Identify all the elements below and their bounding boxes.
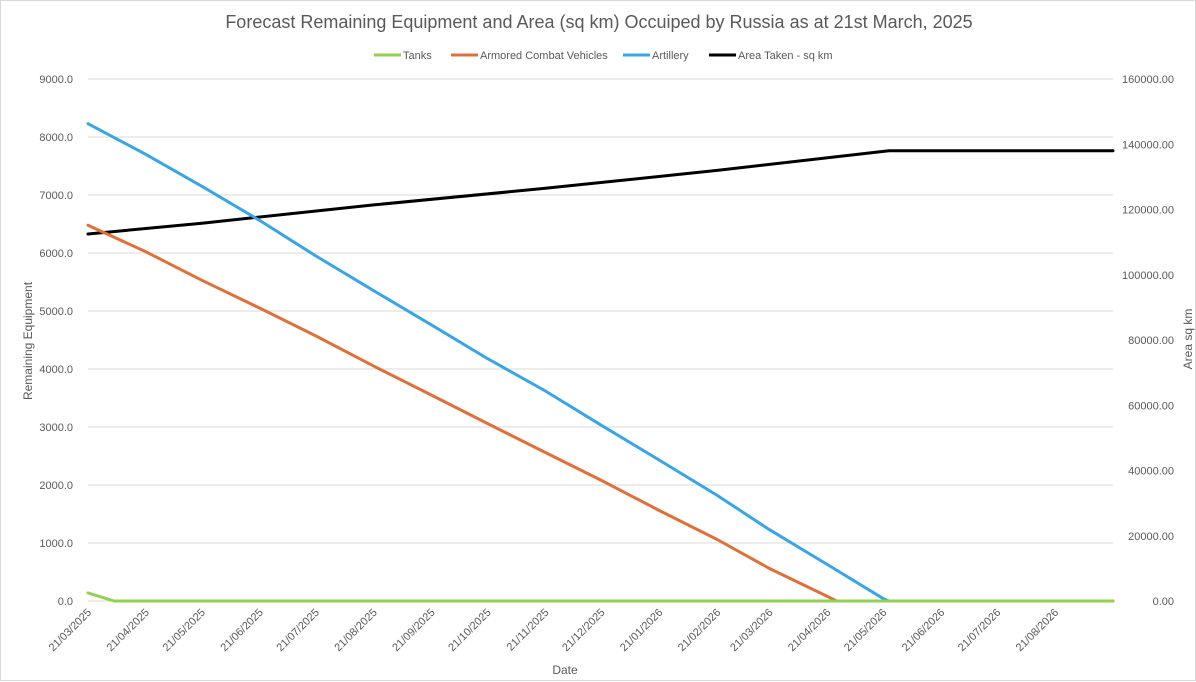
x-tick-label: 21/04/2025: [105, 607, 152, 654]
x-tick-label: 21/11/2025: [505, 607, 552, 654]
y2-axis-label: Area sq km: [1181, 309, 1195, 370]
y2-tick-label: 0.00: [1153, 596, 1174, 608]
x-tick-label: 21/06/2025: [218, 607, 265, 654]
x-tick-label: 21/09/2025: [390, 607, 437, 654]
x-axis-ticks: 21/03/2025 21/04/2025 21/05/2025 21/06/2025…: [47, 607, 1062, 654]
y-tick-label: 9000.0: [39, 74, 73, 86]
x-tick-label: 21/07/2026: [956, 607, 1003, 654]
y-axis-ticks: 0.0 1000.0 2000.0 3000.0 4000.0 5000.0 6000.0 7…: [39, 74, 73, 608]
legend-item: Artillery: [623, 50, 689, 62]
y-tick-label: 0.0: [58, 596, 73, 608]
y2-tick-label: 160000.00: [1122, 74, 1174, 86]
x-tick-label: 21/05/2026: [842, 607, 889, 654]
legend-item: Area Taken - sq km: [709, 50, 833, 62]
x-tick-label: 21/07/2025: [274, 607, 321, 654]
legend-label: Tanks: [403, 50, 432, 62]
y-tick-label: 6000.0: [39, 248, 73, 260]
series-layer: [86, 122, 1115, 603]
y2-tick-label: 60000.00: [1128, 400, 1174, 412]
y2-tick-label: 100000.00: [1122, 270, 1174, 282]
x-axis-label: Date: [552, 663, 578, 677]
x-tick-label: 21/10/2025: [446, 607, 493, 654]
y-tick-label: 5000.0: [39, 306, 73, 318]
legend-label: Armored Combat Vehicles: [480, 50, 608, 62]
y-tick-label: 3000.0: [39, 422, 73, 434]
y-tick-label: 2000.0: [39, 480, 73, 492]
y-tick-label: 1000.0: [39, 538, 73, 550]
x-tick-label: 21/08/2026: [1014, 607, 1061, 654]
x-tick-label: 21/08/2025: [332, 607, 379, 654]
series-line-tanks: [86, 591, 1115, 603]
y-axis-label: Remaining Equipment: [21, 281, 35, 400]
x-tick-label: 21/04/2026: [786, 607, 833, 654]
x-tick-label: 21/05/2025: [161, 607, 208, 654]
y2-tick-label: 120000.00: [1122, 205, 1174, 217]
y2-tick-label: 140000.00: [1122, 139, 1174, 151]
x-tick-label: 21/01/2026: [618, 607, 665, 654]
chart-title: Forecast Remaining Equipment and Area (s…: [225, 12, 972, 32]
series-line-armored-combat-vehicles: [86, 223, 1115, 603]
x-tick-label: 21/03/2025: [47, 607, 94, 654]
y2-tick-label: 40000.00: [1128, 466, 1174, 478]
legend-label: Area Taken - sq km: [738, 50, 833, 62]
y2-tick-label: 20000.00: [1128, 531, 1174, 543]
y2-tick-label: 80000.00: [1128, 335, 1174, 347]
x-tick-label: 21/12/2025: [560, 607, 607, 654]
y-tick-label: 7000.0: [39, 190, 73, 202]
y2-axis-ticks: 0.00 20000.00 40000.00 60000.00 80000.00 1000…: [1122, 74, 1174, 608]
series-line-area-taken-sq-km: [86, 149, 1115, 236]
legend: Tanks Armored Combat Vehicles Artillery Are…: [374, 50, 833, 62]
legend-item: Armored Combat Vehicles: [451, 50, 608, 62]
x-tick-label: 21/06/2026: [900, 607, 947, 654]
y-tick-label: 4000.0: [39, 364, 73, 376]
legend-item: Tanks: [374, 50, 432, 62]
x-tick-label: 21/03/2026: [728, 607, 775, 654]
series-line-artillery: [86, 122, 1115, 603]
x-tick-label: 21/02/2026: [676, 607, 723, 654]
legend-label: Artillery: [652, 50, 689, 62]
gridlines: [88, 78, 1113, 602]
y-tick-label: 8000.0: [39, 132, 73, 144]
